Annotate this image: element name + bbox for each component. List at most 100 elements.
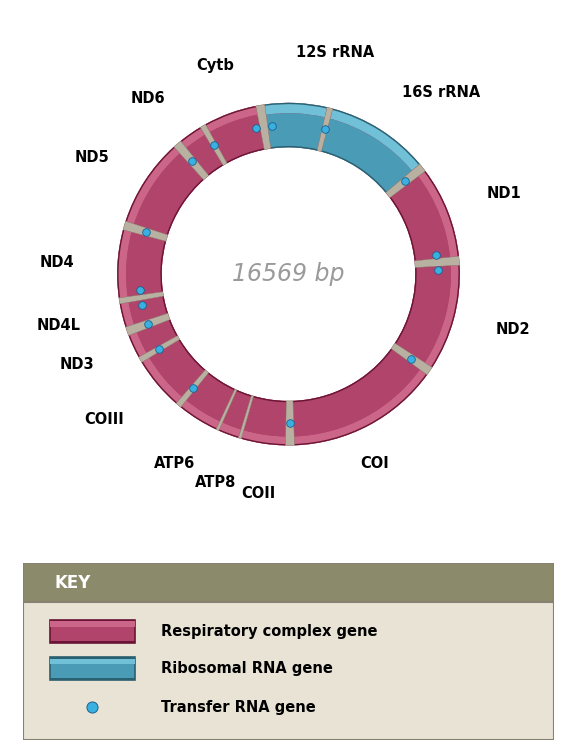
Wedge shape: [200, 124, 227, 165]
Wedge shape: [181, 127, 201, 142]
Text: KEY: KEY: [55, 574, 91, 592]
Wedge shape: [425, 265, 460, 367]
Wedge shape: [391, 343, 432, 375]
Wedge shape: [181, 400, 220, 430]
Bar: [50, 620, 134, 622]
Text: ND1: ND1: [487, 186, 522, 201]
Wedge shape: [138, 336, 180, 362]
Text: ATP8: ATP8: [194, 475, 236, 490]
Wedge shape: [117, 230, 124, 298]
Wedge shape: [265, 103, 327, 109]
Wedge shape: [205, 106, 256, 125]
Wedge shape: [129, 335, 140, 357]
Bar: [50, 641, 134, 643]
Wedge shape: [167, 179, 204, 235]
Wedge shape: [238, 395, 253, 439]
Wedge shape: [253, 396, 286, 403]
Bar: [50, 620, 134, 643]
Wedge shape: [134, 153, 204, 235]
Text: 12S rRNA: 12S rRNA: [296, 45, 374, 60]
Wedge shape: [219, 430, 239, 438]
Wedge shape: [395, 267, 417, 344]
Wedge shape: [415, 256, 460, 267]
Wedge shape: [149, 339, 205, 397]
Wedge shape: [293, 348, 392, 403]
Wedge shape: [389, 176, 450, 261]
Wedge shape: [286, 401, 294, 445]
Wedge shape: [223, 390, 252, 430]
Wedge shape: [160, 241, 166, 292]
Text: COI: COI: [360, 456, 389, 471]
Wedge shape: [210, 115, 264, 163]
Wedge shape: [129, 333, 147, 357]
Wedge shape: [141, 357, 182, 403]
Wedge shape: [395, 266, 451, 363]
Wedge shape: [126, 232, 166, 297]
Text: 16569 bp: 16569 bp: [233, 262, 344, 286]
Wedge shape: [385, 164, 425, 198]
Text: ND4L: ND4L: [37, 318, 81, 333]
Text: Transfer RNA gene: Transfer RNA gene: [161, 700, 316, 715]
Wedge shape: [271, 146, 317, 151]
Text: ND2: ND2: [496, 322, 530, 337]
Wedge shape: [123, 222, 168, 241]
Wedge shape: [216, 389, 237, 430]
Text: ND3: ND3: [60, 357, 95, 372]
Wedge shape: [219, 423, 241, 438]
Wedge shape: [141, 362, 177, 403]
Bar: [23, 563, 554, 602]
Bar: [50, 657, 134, 664]
Wedge shape: [294, 374, 427, 445]
Wedge shape: [126, 313, 170, 336]
Bar: [50, 678, 134, 680]
Wedge shape: [294, 369, 427, 445]
Wedge shape: [321, 119, 412, 192]
Wedge shape: [256, 104, 271, 149]
Wedge shape: [119, 291, 164, 304]
Text: Ribosomal RNA gene: Ribosomal RNA gene: [161, 661, 333, 676]
Wedge shape: [266, 113, 325, 151]
Wedge shape: [418, 171, 459, 257]
Bar: [50, 657, 134, 680]
Wedge shape: [120, 303, 134, 327]
Text: COII: COII: [242, 486, 276, 501]
Wedge shape: [321, 150, 387, 192]
Wedge shape: [293, 348, 420, 436]
Wedge shape: [117, 230, 132, 298]
Text: ND5: ND5: [74, 150, 109, 165]
Wedge shape: [126, 146, 180, 224]
Wedge shape: [332, 109, 419, 165]
Wedge shape: [226, 148, 264, 163]
Wedge shape: [265, 103, 327, 117]
Wedge shape: [424, 171, 459, 256]
Wedge shape: [126, 146, 175, 222]
Wedge shape: [129, 296, 168, 324]
Text: Cytb: Cytb: [196, 58, 234, 73]
Text: COIII: COIII: [85, 412, 125, 427]
FancyBboxPatch shape: [23, 563, 554, 740]
Wedge shape: [241, 430, 286, 445]
Wedge shape: [431, 265, 460, 367]
Wedge shape: [181, 127, 205, 148]
Text: Respiratory complex gene: Respiratory complex gene: [161, 623, 377, 638]
Wedge shape: [179, 339, 205, 371]
Wedge shape: [120, 303, 127, 327]
Text: 16S rRNA: 16S rRNA: [402, 85, 480, 100]
Wedge shape: [205, 106, 257, 132]
Text: ND6: ND6: [131, 91, 166, 106]
Wedge shape: [389, 197, 416, 261]
Wedge shape: [169, 319, 178, 336]
Wedge shape: [181, 406, 217, 430]
Wedge shape: [174, 141, 209, 180]
Wedge shape: [208, 372, 235, 391]
Bar: [50, 620, 134, 627]
Wedge shape: [317, 107, 333, 152]
Wedge shape: [330, 109, 419, 170]
Text: ATP6: ATP6: [155, 456, 196, 471]
Wedge shape: [162, 296, 168, 314]
Wedge shape: [186, 135, 223, 176]
Wedge shape: [208, 164, 223, 176]
Wedge shape: [176, 369, 209, 407]
Wedge shape: [117, 103, 460, 445]
Wedge shape: [137, 319, 178, 353]
